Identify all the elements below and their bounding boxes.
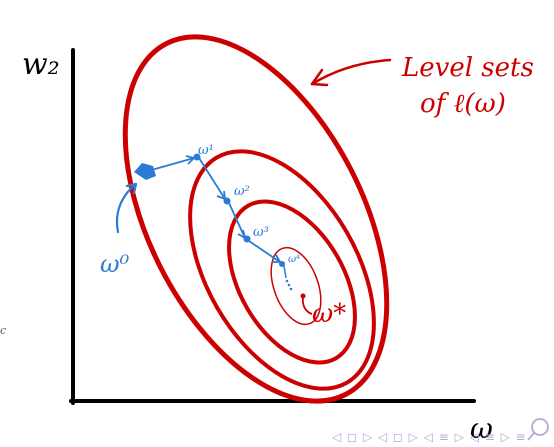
level-sets: [122, 34, 390, 404]
iterate-dot-c: [289, 287, 293, 291]
annotation-of-loss: of ℓ(ω): [420, 89, 506, 119]
annotation-arrow: [310, 58, 392, 86]
iterate-dot-b: [287, 283, 291, 287]
annotation-level-sets: Level sets: [401, 53, 534, 83]
label-w3: ω³: [253, 225, 269, 240]
label-w1: ω¹: [198, 143, 214, 158]
beamer-nav-icons[interactable]: ◁ ◻ ▷ ◁ ◻ ▷ ◁ ≡ ▷ ◁ ≡ ▷ ≡: [331, 430, 527, 444]
step-0-1: [147, 157, 195, 172]
optimum-pointer: [301, 297, 313, 315]
optimum-point: [300, 293, 306, 299]
level-set-2: [188, 149, 376, 391]
step-1-2: [198, 157, 226, 200]
search-icon[interactable]: [527, 418, 549, 441]
x-axis-label: ω: [470, 412, 493, 445]
level-set-inner: [270, 246, 322, 326]
annotation-arrowhead: [310, 68, 329, 87]
iterate-point-3: [243, 235, 251, 243]
step-1-2-head: [216, 190, 226, 200]
step-3-4: [248, 240, 281, 263]
level-set-outer: [122, 34, 390, 404]
level-set-3: [227, 199, 357, 365]
label-w2: ω²: [234, 184, 250, 199]
iterates: [115, 153, 293, 291]
w0-pointer-arrow: [115, 182, 138, 234]
iterate-point-1: [193, 153, 201, 161]
label-w0: ω⁰: [100, 250, 130, 278]
iterate-labels: ω⁰ ω¹ ω² ω³ ω⁴: [100, 143, 300, 278]
step-4-tail: [283, 265, 287, 279]
iterate-dot-a: [285, 279, 289, 283]
margin-char: c: [0, 324, 6, 337]
y-axis-label: w₂: [22, 47, 60, 82]
step-0-1-head: [185, 155, 195, 165]
iterate-point-4: [279, 261, 285, 267]
optimum: ω*: [300, 293, 346, 329]
iterate-point-2: [223, 197, 231, 205]
label-w4: ω⁴: [288, 254, 300, 265]
step-3-4-head: [272, 254, 281, 263]
start-point-marker: [134, 163, 156, 180]
axes: [69, 48, 476, 405]
w0-pointer-arrowhead: [125, 182, 138, 195]
step-2-3: [228, 202, 246, 239]
label-w-star: ω*: [312, 299, 346, 329]
